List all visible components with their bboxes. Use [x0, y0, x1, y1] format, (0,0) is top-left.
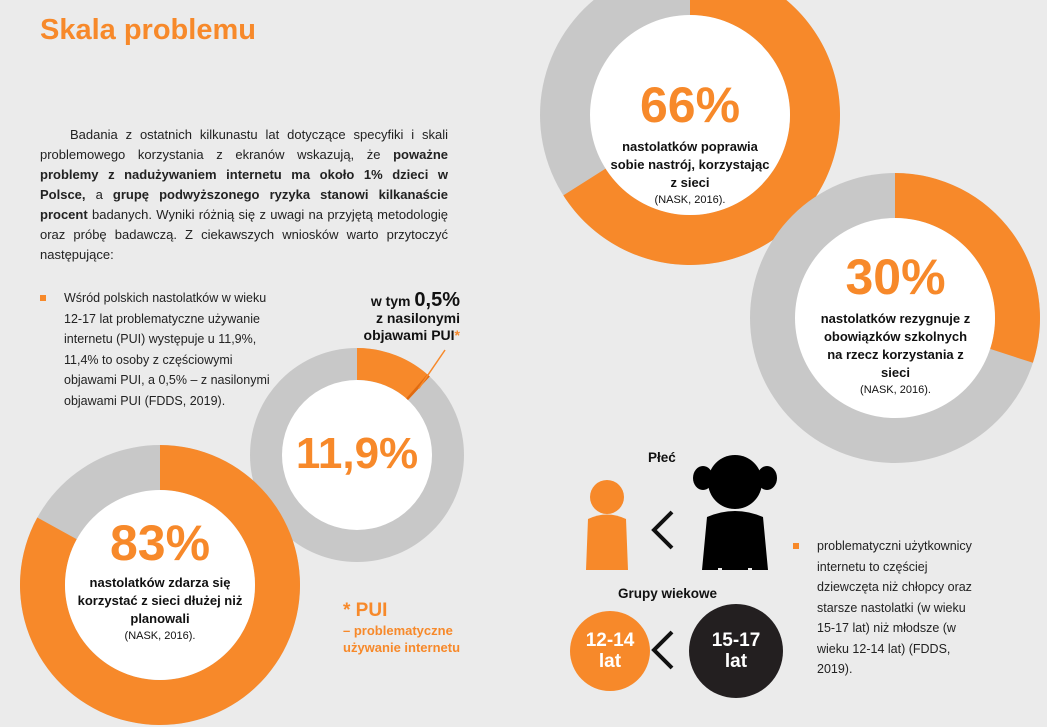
severe-text: z nasilonymi objawami PUI — [363, 310, 460, 343]
intro-bold: grupę podwyższonego ryzyka stanowi kilka… — [40, 187, 448, 222]
donut-hole — [65, 490, 255, 680]
donut-arc — [20, 445, 301, 725]
age-group: 12-14 lat — [585, 630, 635, 672]
donut-value: 66% — [639, 77, 741, 133]
age-label: Grupy wiekowe — [618, 586, 718, 601]
donut-text: nastolatków rezygnuje z obowiązków szkol… — [820, 311, 971, 380]
bullet: Wśród polskich nastolatków w wieku 12-17… — [40, 288, 276, 411]
less-than — [651, 510, 674, 550]
severe-star: * — [454, 327, 460, 343]
donut-label: 83% nastolatków zdarza się korzystać z s… — [70, 518, 250, 644]
intro-text: badanych. Wyniki różnią się z uwagi na p… — [40, 207, 448, 262]
footnote-title: * PUI — [343, 600, 388, 621]
age-circle — [570, 611, 650, 691]
title: Skala problemu — [40, 14, 256, 46]
intro-bold: poważne problemy z nadużywaniem internet… — [40, 147, 448, 202]
bullet: problematyczni użytkownicy internetu to … — [793, 536, 987, 680]
donut-label: 30% nastolatków rezygnuje z obowiązków s… — [808, 252, 983, 398]
less-than — [651, 630, 674, 670]
age-circle — [689, 604, 783, 698]
donut-value: 83% — [109, 515, 211, 571]
age-group: 15-17 lat — [711, 630, 761, 672]
donut-label: 11,9% — [282, 432, 432, 476]
donut-hole — [282, 380, 432, 530]
donut-source: (NASK, 2016). — [860, 384, 931, 396]
severe-value: 0,5% — [414, 289, 460, 311]
gender-label: Płeć — [648, 450, 676, 465]
footnote-text: – problematyczne używanie internetu — [343, 623, 461, 655]
donut-text: nastolatków poprawia sobie nastrój, korz… — [610, 139, 770, 190]
severe-prefix: w tym — [370, 293, 411, 309]
donut-source: (NASK, 2016). — [124, 630, 196, 642]
intro-text: a — [85, 187, 113, 202]
girl-icon — [693, 455, 777, 570]
donut-label: 66% nastolatków poprawia sobie nastrój, … — [590, 80, 790, 208]
leader-line — [418, 349, 446, 389]
intro: Badania z ostatnich kilkunastu lat dotyc… — [40, 125, 448, 265]
donut-value: 11,9% — [295, 429, 419, 478]
donut-arc — [895, 173, 1040, 363]
donut-value: 30% — [845, 249, 946, 305]
severe-label: w tym 0,5% z nasilonymi objawami PUI* — [330, 289, 460, 344]
donut-hole — [795, 218, 995, 418]
donut-text: nastolatków zdarza się korzystać z sieci… — [77, 575, 243, 626]
donut-arc — [563, 0, 840, 265]
footnote: * PUI – problematyczne używanie internet… — [343, 600, 473, 656]
donut-source: (NASK, 2016). — [654, 194, 726, 206]
boy-icon — [586, 480, 628, 570]
donut-arc — [357, 348, 430, 401]
intro-text: Badania z ostatnich kilkunastu lat dotyc… — [40, 127, 448, 162]
donut-hole — [590, 15, 790, 215]
